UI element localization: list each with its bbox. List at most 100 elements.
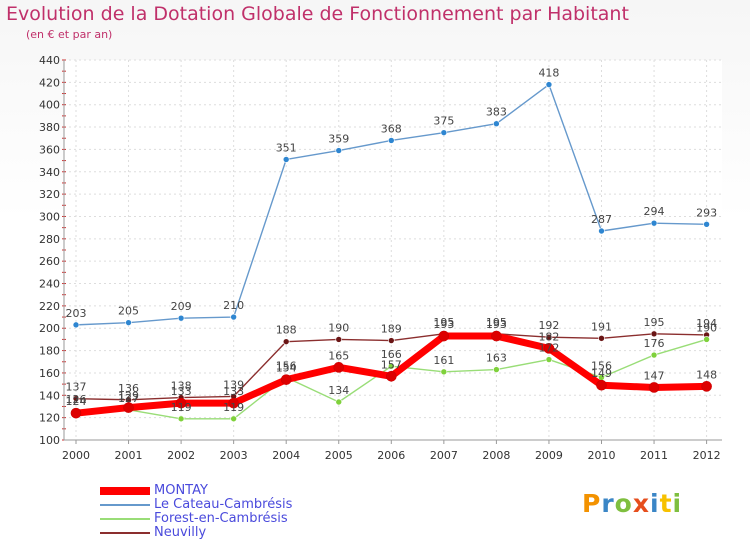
x-tick-label: 2003	[220, 449, 248, 462]
point-le-cateau-cambr-sis	[72, 321, 80, 329]
point-neuvilly	[387, 337, 395, 344]
point-neuvilly	[545, 333, 553, 341]
data-label-forest-en-cambr-sis: 163	[486, 352, 507, 365]
point-le-cateau-cambr-sis	[230, 313, 237, 321]
point-le-cateau-cambr-sis	[177, 314, 185, 322]
point-forest-en-cambr-sis	[703, 336, 710, 343]
data-label-montay: 193	[433, 318, 454, 331]
data-label-le-cateau-cambr-sis: 294	[644, 205, 665, 218]
data-label-forest-en-cambr-sis: 119	[171, 401, 192, 414]
point-forest-en-cambr-sis	[650, 351, 658, 359]
data-label-neuvilly: 137	[66, 381, 87, 394]
point-montay	[123, 402, 134, 413]
logo-letter: t	[659, 489, 673, 518]
point-le-cateau-cambr-sis	[440, 129, 448, 136]
data-label-montay: 133	[171, 385, 192, 398]
legend-item: Le Cateau-Cambrésis	[100, 498, 292, 512]
data-label-neuvilly: 195	[644, 316, 665, 329]
point-le-cateau-cambr-sis	[493, 120, 500, 128]
data-label-neuvilly: 189	[381, 323, 402, 336]
data-label-le-cateau-cambr-sis: 351	[276, 141, 297, 154]
data-label-montay: 154	[276, 362, 297, 375]
y-tick-label: 280	[39, 233, 60, 246]
point-montay	[280, 374, 292, 385]
data-label-forest-en-cambr-sis: 166	[381, 348, 402, 361]
point-montay	[491, 330, 502, 342]
x-tick-label: 2004	[272, 449, 300, 462]
x-tick-label: 2001	[115, 449, 143, 462]
point-montay	[648, 382, 660, 393]
point-neuvilly	[72, 395, 80, 402]
x-tick-label: 2012	[693, 449, 721, 462]
x-tick-label: 2002	[167, 449, 195, 462]
legend-label: MONTAY	[154, 483, 208, 498]
data-label-le-cateau-cambr-sis: 205	[118, 305, 139, 318]
logo-letter: P	[582, 489, 602, 518]
point-montay	[543, 343, 555, 354]
point-forest-en-cambr-sis	[177, 415, 185, 423]
x-tick-label: 2009	[535, 449, 563, 462]
series-group	[70, 81, 712, 423]
data-label-montay: 129	[118, 390, 139, 403]
y-tick-label: 120	[39, 412, 60, 425]
data-label-le-cateau-cambr-sis: 210	[223, 299, 244, 312]
logo-letter: i	[650, 489, 660, 518]
legend-item: MONTAY	[100, 484, 292, 498]
point-montay	[385, 370, 397, 382]
y-tick-label: 420	[39, 76, 60, 89]
data-label-neuvilly: 195	[486, 316, 507, 329]
x-tick-label: 2011	[640, 449, 668, 462]
point-le-cateau-cambr-sis	[598, 227, 605, 235]
legend-swatch	[100, 518, 150, 520]
data-label-le-cateau-cambr-sis: 418	[538, 67, 559, 80]
legend-swatch	[100, 487, 150, 495]
chart-subtitle: (en € et par an)	[26, 28, 113, 41]
point-montay	[228, 397, 239, 409]
proxiti-logo: Proxiti	[582, 489, 682, 518]
x-tick-label: 2005	[325, 449, 353, 462]
y-tick-label: 160	[39, 367, 60, 380]
axes: 100 120 140 160 180 200 220 240 260 280 300 320 340 3…	[39, 54, 722, 462]
x-tick-label: 2008	[482, 449, 510, 462]
point-le-cateau-cambr-sis	[545, 81, 553, 88]
point-forest-en-cambr-sis	[387, 362, 395, 370]
point-le-cateau-cambr-sis	[282, 156, 290, 163]
point-forest-en-cambr-sis	[230, 415, 237, 423]
y-tick-label: 360	[39, 143, 60, 156]
data-label-forest-en-cambr-sis: 156	[591, 359, 612, 372]
data-label-neuvilly: 191	[591, 320, 612, 333]
data-label-montay: 157	[381, 358, 402, 371]
data-label-forest-en-cambr-sis: 127	[118, 392, 139, 405]
data-label-forest-en-cambr-sis: 134	[328, 384, 349, 397]
data-label-forest-en-cambr-sis: 126	[66, 393, 87, 406]
point-montay	[701, 381, 712, 392]
data-label-le-cateau-cambr-sis: 359	[328, 133, 349, 146]
x-tick-label: 2000	[62, 449, 90, 462]
y-tick-label: 340	[39, 166, 60, 179]
point-montay	[70, 407, 82, 419]
data-label-neuvilly: 136	[118, 382, 139, 395]
legend-item: Neuvilly	[100, 526, 292, 540]
data-label-montay: 149	[591, 367, 612, 380]
point-le-cateau-cambr-sis	[125, 319, 132, 326]
point-forest-en-cambr-sis	[545, 356, 553, 363]
legend-label: Neuvilly	[154, 525, 207, 540]
y-tick-label: 140	[39, 389, 60, 402]
data-label-neuvilly: 138	[171, 380, 192, 393]
data-label-forest-en-cambr-sis: 176	[644, 337, 665, 350]
x-tick-label: 2007	[430, 449, 458, 462]
logo-letter: x	[632, 489, 650, 518]
point-forest-en-cambr-sis	[440, 368, 448, 376]
y-tick-label: 100	[39, 434, 60, 447]
y-tick-label: 200	[39, 322, 60, 335]
y-tick-label: 440	[39, 54, 60, 67]
point-neuvilly	[335, 336, 343, 343]
data-label-montay: 133	[223, 385, 244, 398]
data-label-forest-en-cambr-sis: 172	[538, 342, 559, 355]
data-label-forest-en-cambr-sis: 119	[223, 401, 244, 414]
data-labels: 203 205 209 210 351 359 368 375 383 418 287 294 293 1…	[66, 67, 718, 414]
data-label-forest-en-cambr-sis: 156	[276, 359, 297, 372]
data-label-neuvilly: 139	[223, 378, 244, 391]
chart-title: Evolution de la Dotation Globale de Fonc…	[6, 3, 629, 25]
